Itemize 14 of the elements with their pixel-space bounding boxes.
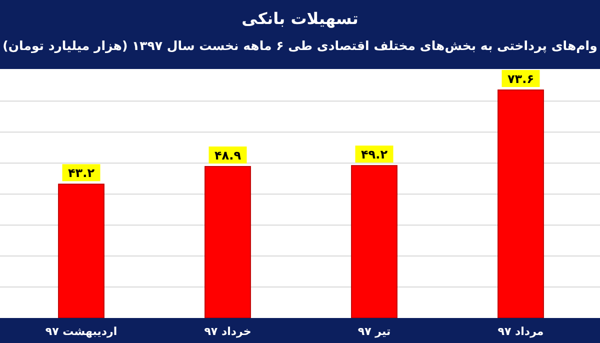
data-label: ۷۳.۶ <box>507 72 534 86</box>
bar <box>204 166 251 318</box>
bar <box>58 184 104 318</box>
chart-title: تسهیلات بانکی <box>242 9 358 28</box>
data-label: ۴۳.۲ <box>68 166 96 180</box>
x-tick-label: خرداد ۹۷ <box>204 325 252 338</box>
bar <box>498 90 544 318</box>
x-tick-label: تیر ۹۷ <box>358 325 391 338</box>
x-tick-label: اردیبهشت ۹۷ <box>45 325 118 338</box>
data-label: ۴۸.۹ <box>214 148 242 163</box>
x-tick-label: مرداد ۹۷ <box>498 325 544 338</box>
bar <box>351 165 398 318</box>
chart-subtitle: وام‌های پرداختی به بخش‌های مختلف اقتصادی طی ۶ ماهه نخست سال ۱۳۹۷ (هزار میلیارد تومان) <box>2 38 598 54</box>
data-label: ۴۹.۲ <box>360 148 388 162</box>
